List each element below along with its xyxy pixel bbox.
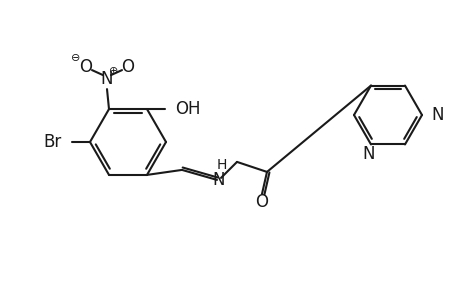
Text: O: O xyxy=(255,193,268,211)
Text: O: O xyxy=(121,58,134,76)
Text: H: H xyxy=(216,158,227,172)
Text: N: N xyxy=(101,70,113,88)
Text: ⊕: ⊕ xyxy=(109,66,118,76)
Text: N: N xyxy=(430,106,442,124)
Text: ⊖: ⊖ xyxy=(71,53,80,63)
Text: N: N xyxy=(212,171,225,189)
Text: N: N xyxy=(362,146,375,164)
Text: O: O xyxy=(79,58,92,76)
Text: OH: OH xyxy=(174,100,200,118)
Text: Br: Br xyxy=(44,133,62,151)
